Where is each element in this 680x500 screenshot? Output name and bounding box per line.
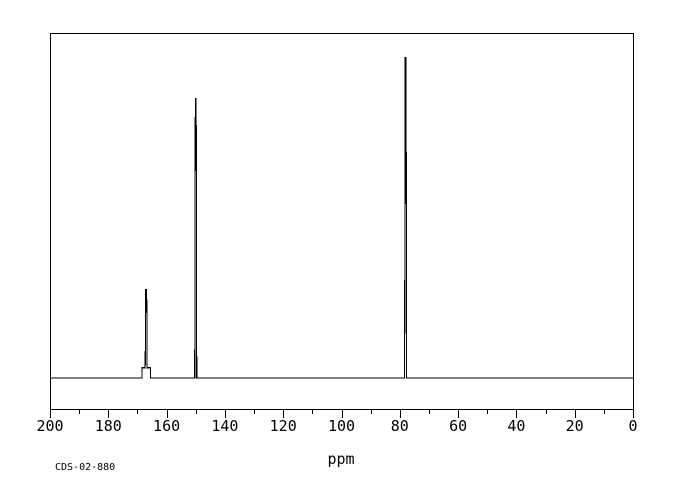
plot-border (49, 32, 635, 411)
x-tick-label: 100 (327, 417, 356, 435)
x-tick-label: 60 (449, 417, 468, 435)
spectrum-line (50, 56, 633, 379)
x-tick-label: 40 (507, 417, 526, 435)
x-tick-label: 180 (94, 417, 122, 435)
sample-id-label: CDS-02-880 (55, 462, 116, 473)
x-tick-label: 120 (269, 417, 297, 435)
x-tick-label: 0 (628, 417, 638, 435)
x-tick-label: 160 (153, 417, 181, 435)
x-tick-label: 80 (390, 417, 409, 435)
x-tick-label: 140 (211, 417, 239, 435)
x-axis-title: ppm (327, 450, 355, 468)
axis-ticks (49, 409, 635, 418)
x-tick-label: 20 (565, 417, 584, 435)
x-tick-label: 200 (36, 417, 64, 435)
plot-frame (49, 32, 635, 411)
spectrum-trace (50, 56, 633, 379)
